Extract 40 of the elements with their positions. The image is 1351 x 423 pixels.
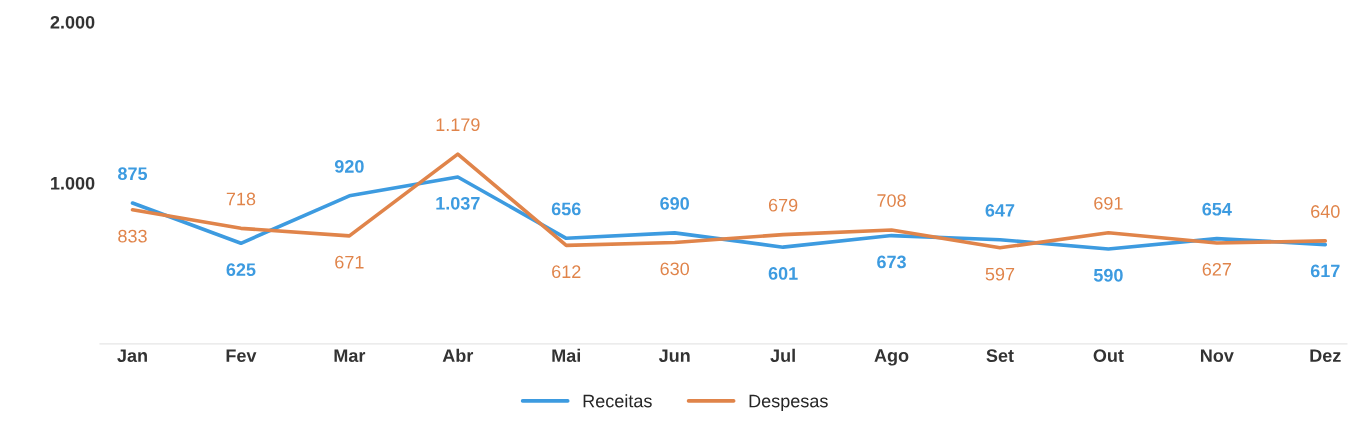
data-label: 617 bbox=[1310, 264, 1340, 278]
x-tick-label: Set bbox=[986, 349, 1014, 363]
x-tick-label: Fev bbox=[226, 349, 257, 363]
data-label: 612 bbox=[552, 265, 581, 279]
data-label: 647 bbox=[985, 203, 1015, 217]
data-label: 1.037 bbox=[436, 196, 480, 210]
x-tick-label: Abr bbox=[442, 348, 474, 363]
x-tick-label: Out bbox=[1093, 349, 1124, 363]
data-label: 708 bbox=[877, 194, 906, 207]
data-label: 601 bbox=[768, 267, 798, 280]
legend-label: Despesas bbox=[749, 394, 828, 411]
x-tick-label: Ago bbox=[874, 349, 909, 366]
data-label: 630 bbox=[660, 262, 690, 276]
x-tick-label: Dez bbox=[1310, 349, 1341, 363]
x-tick-label: Nov bbox=[1200, 349, 1234, 363]
data-label: 1.179 bbox=[436, 118, 480, 132]
data-label: 920 bbox=[334, 160, 364, 173]
data-label: 625 bbox=[226, 263, 256, 277]
data-label: 671 bbox=[335, 255, 364, 269]
legend-label: Receitas bbox=[583, 394, 652, 408]
data-label: 654 bbox=[1202, 202, 1232, 216]
data-label: 673 bbox=[877, 255, 906, 269]
data-label: 590 bbox=[1093, 268, 1123, 282]
x-tick-label: Jun bbox=[658, 349, 690, 363]
data-label: 718 bbox=[226, 192, 256, 206]
x-tick-label: Mai bbox=[552, 348, 581, 363]
data-label: 627 bbox=[1202, 262, 1231, 276]
data-label: 875 bbox=[118, 167, 148, 181]
y-tick-label: 2.000 bbox=[50, 15, 95, 29]
data-label: 690 bbox=[660, 197, 689, 210]
data-label: 597 bbox=[985, 267, 1015, 281]
x-tick-label: Mar bbox=[334, 349, 366, 363]
data-label: 640 bbox=[1311, 205, 1340, 218]
y-tick-label: 1.000 bbox=[51, 176, 95, 190]
data-label: 833 bbox=[118, 229, 147, 243]
data-label: 691 bbox=[1094, 196, 1123, 210]
x-tick-label: Jan bbox=[117, 349, 147, 363]
x-tick-label: Jul bbox=[770, 348, 795, 363]
data-label: 679 bbox=[768, 198, 798, 212]
data-label: 656 bbox=[551, 202, 581, 216]
